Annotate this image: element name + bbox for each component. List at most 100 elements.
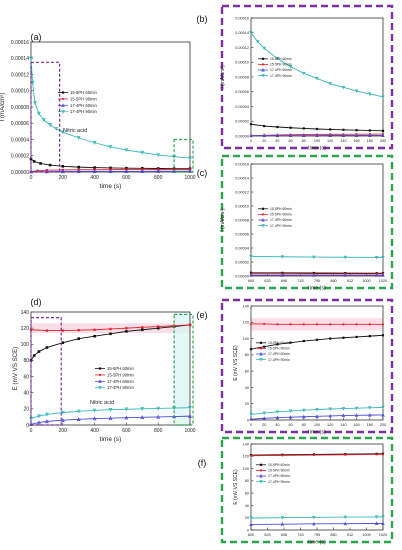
data-point [315, 76, 319, 81]
y-tick-label: 0.00002 [11, 154, 29, 160]
data-point [93, 328, 96, 332]
legend-entry: 15-5PH 90min [268, 469, 290, 473]
data-point [262, 46, 266, 51]
zoom-frame [220, 154, 394, 290]
legend-marker [259, 341, 263, 344]
data-point [342, 336, 345, 339]
legend-marker [261, 63, 265, 66]
data-point [368, 406, 372, 410]
data-point [37, 414, 41, 419]
data-point [76, 136, 81, 141]
data-point [188, 405, 192, 410]
data-point [48, 123, 53, 128]
data-point [125, 326, 128, 330]
data-point [312, 453, 315, 457]
data-point [249, 273, 253, 277]
data-point [381, 453, 385, 456]
legend-marker [98, 373, 102, 377]
legend-marker [61, 97, 65, 101]
y-tick-label: 0.00014 [11, 56, 29, 62]
data-point [355, 129, 358, 132]
x-tick-label: 140 [340, 139, 346, 143]
data-point [156, 406, 161, 411]
data-point [328, 407, 332, 412]
data-point [289, 126, 292, 129]
panel-label: (e) [197, 310, 208, 320]
legend-entry: 17-4PH 90min [270, 74, 292, 78]
data-point [109, 327, 112, 331]
data-point [125, 330, 128, 333]
x-tick-label: 600 [248, 533, 254, 537]
data-point [289, 323, 292, 326]
data-point [76, 169, 81, 174]
legend-marker [98, 379, 102, 383]
x-tick-label: 80 [302, 423, 306, 427]
annotation: Nitric acid [90, 400, 114, 406]
zoom-frame [220, 4, 394, 150]
x-tick-label: 1020 [379, 279, 387, 283]
data-point [156, 168, 161, 173]
legend-marker [259, 480, 263, 484]
data-point [249, 412, 253, 417]
zoom-frame [220, 298, 394, 434]
x-tick-label: 912 [347, 533, 353, 537]
data-point [45, 329, 49, 332]
data-point [368, 335, 371, 338]
data-point [109, 332, 112, 336]
data-point [328, 413, 332, 418]
data-point [354, 89, 359, 94]
data-point [140, 415, 145, 420]
x-tick-label: 743 [297, 279, 303, 283]
data-point [329, 323, 332, 326]
legend-entry: 17-4PH 90min [268, 480, 290, 484]
data-point [343, 273, 348, 277]
x-tick-label: 860 [330, 279, 336, 283]
data-point [92, 408, 97, 413]
y-tick-label: 0.00000 [11, 170, 29, 176]
y-tick-label: 0.00012 [235, 190, 249, 194]
data-point [275, 57, 280, 61]
data-point [140, 169, 145, 173]
x-tick-label: 400 [90, 175, 99, 181]
data-point [343, 255, 348, 260]
series-line-3 [250, 522, 384, 525]
data-point [344, 453, 347, 456]
data-point [41, 118, 46, 123]
y-tick-label: 140 [243, 442, 249, 446]
data-point [76, 409, 81, 414]
x-tick-label: 40 [275, 139, 279, 143]
data-point [249, 454, 253, 457]
data-point [156, 153, 161, 158]
y-tick-label: 120 [243, 455, 249, 459]
y-tick-label: 0 [26, 423, 29, 429]
y-tick-label: 80 [23, 358, 29, 364]
x-tick-label: 623 [264, 533, 270, 537]
y-tick-label: 20 [245, 516, 249, 520]
data-point [355, 323, 358, 326]
legend-entry: 17-4PH 60min [70, 103, 97, 108]
legend-marker [259, 347, 263, 350]
y-tick-label: 40 [245, 386, 249, 390]
data-point [124, 148, 129, 153]
y-tick-label: 0.00014 [235, 176, 249, 180]
legend-marker [61, 110, 65, 114]
data-point [280, 516, 285, 520]
x-tick-label: 160 [353, 423, 359, 427]
y-tick-label: 0.00000 [235, 274, 249, 278]
data-point [60, 169, 65, 174]
data-point [289, 341, 292, 344]
y-tick-label: 0.00012 [11, 72, 29, 78]
x-tick-label: 160 [353, 139, 359, 143]
data-point [109, 166, 112, 170]
data-point [315, 408, 319, 412]
data-point [77, 165, 80, 169]
y-tick-label: 0.00014 [235, 31, 249, 35]
series-line-4 [250, 406, 384, 415]
legend-marker [98, 367, 102, 370]
y-tick-label: 0.00006 [235, 232, 249, 236]
data-point [249, 522, 253, 526]
x-tick-label: 1000 [184, 175, 195, 181]
y-axis-label: I (mA/cm²) [0, 93, 6, 122]
